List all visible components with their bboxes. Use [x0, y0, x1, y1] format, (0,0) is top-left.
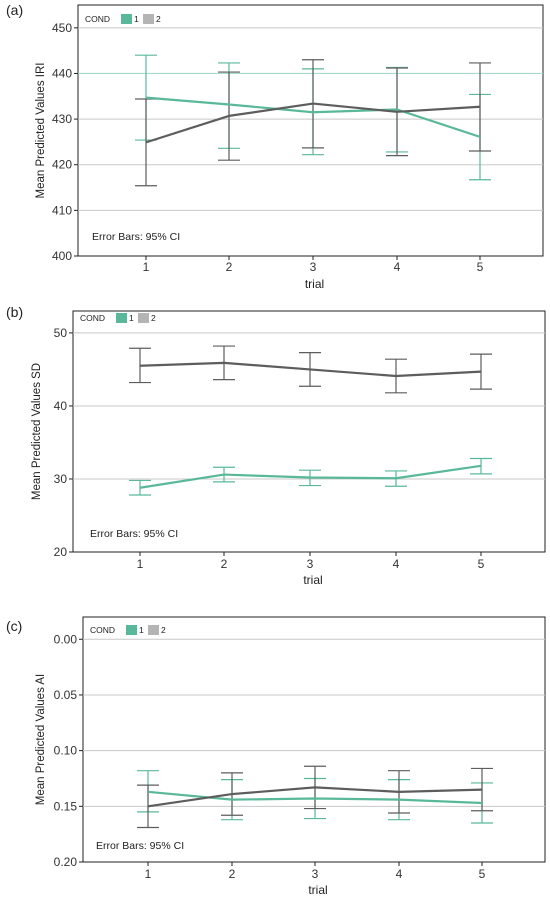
x-axis-title: trial	[305, 277, 324, 291]
y-tick-label: 20	[54, 545, 68, 559]
x-tick-label: 2	[229, 867, 236, 881]
x-tick-label: 3	[312, 867, 319, 881]
x-tick-label: 2	[221, 557, 228, 571]
y-tick-label: 30	[54, 472, 68, 486]
x-tick-label: 5	[478, 557, 485, 571]
legend-title: COND	[90, 625, 115, 635]
series-line-cond-1	[145, 96, 481, 138]
y-tick-label: 440	[52, 66, 72, 80]
legend-label: 2	[156, 14, 161, 24]
error-bars-note: Error Bars: 95% CI	[92, 231, 180, 243]
legend-label: 2	[151, 313, 156, 323]
error-bars-note: Error Bars: 95% CI	[96, 840, 184, 852]
legend-label: 1	[134, 14, 139, 24]
y-tick-label: 50	[54, 326, 68, 340]
y-tick-label: 0.00	[54, 632, 78, 646]
chart-panel-b: (b) 20 30 40 50 1 2 3 4 5 trial Mean Predicted Val…	[0, 302, 550, 597]
legend-swatch-cond-2	[143, 14, 154, 24]
y-tick-label: 430	[52, 112, 72, 126]
chart-svg-c: 0.00 0.05 0.10 0.15 0.20 1 2 3 4 5 trial Mean Predi…	[35, 616, 546, 897]
legend-swatch-cond-2	[148, 625, 159, 635]
y-tick-label: 400	[52, 249, 72, 263]
series-line-cond-1	[139, 464, 482, 489]
y-tick-label: 410	[52, 203, 72, 217]
x-tick-label: 3	[307, 557, 314, 571]
x-tick-label: 3	[310, 260, 317, 274]
plot-frame	[77, 4, 544, 257]
legend-swatch-cond-1	[126, 625, 137, 635]
series-line-cond-2	[145, 102, 481, 144]
y-tick-label: 0.10	[54, 744, 78, 758]
chart-svg-a: 400 410 420 430 440 450 1 2 3 4 5 trial Mean Predict…	[35, 4, 544, 291]
panel-label: (b)	[6, 304, 24, 320]
x-tick-label: 1	[145, 867, 152, 881]
x-tick-label: 2	[226, 260, 233, 274]
chart-panel-a: (a) 400 410 420 430 440 450 1 2 3 4 5 trial Mean Pre…	[0, 0, 550, 300]
y-tick-label: 0.05	[54, 688, 78, 702]
panel-label: (a)	[6, 2, 24, 18]
x-axis-title: trial	[308, 883, 327, 897]
y-tick-label: 420	[52, 158, 72, 172]
legend-label: 2	[161, 625, 166, 635]
y-tick-label: 0.20	[54, 855, 78, 869]
legend-swatch-cond-2	[138, 313, 149, 323]
x-axis-title: trial	[303, 573, 322, 587]
legend-title: COND	[85, 14, 110, 24]
legend-swatch-cond-1	[121, 14, 132, 24]
chart-svg-b: 20 30 40 50 1 2 3 4 5 trial Mean Predicted Values …	[31, 310, 546, 587]
series-line-cond-2	[147, 786, 483, 808]
y-tick-label: 40	[54, 399, 68, 413]
x-tick-label: 4	[394, 260, 401, 274]
series-line-cond-2	[139, 361, 482, 378]
y-axis-title: Mean Predicted Values IRI	[35, 63, 47, 199]
y-axis-title: Mean Predicted Values SD	[31, 363, 43, 500]
legend-label: 1	[139, 625, 144, 635]
legend-title: COND	[80, 313, 105, 323]
y-tick-label: 450	[52, 21, 72, 35]
x-tick-label: 4	[393, 557, 400, 571]
legend-swatch-cond-1	[116, 313, 127, 323]
x-tick-label: 5	[479, 867, 486, 881]
y-axis-title: Mean Predicted Values AI	[35, 674, 47, 805]
error-bars-note: Error Bars: 95% CI	[90, 528, 178, 540]
legend-label: 1	[129, 313, 134, 323]
x-tick-label: 4	[396, 867, 403, 881]
plot-frame	[72, 310, 546, 553]
chart-panel-c: (c) 0.00 0.05 0.10 0.15 0.20 1 2 3 4 5 trial Mean P…	[0, 610, 550, 906]
y-tick-label: 0.15	[54, 799, 78, 813]
x-tick-label: 5	[477, 260, 484, 274]
series-line-cond-1	[147, 790, 483, 805]
x-tick-label: 1	[143, 260, 150, 274]
x-tick-label: 1	[137, 557, 144, 571]
panel-label: (c)	[6, 618, 23, 634]
plot-frame	[82, 616, 546, 863]
